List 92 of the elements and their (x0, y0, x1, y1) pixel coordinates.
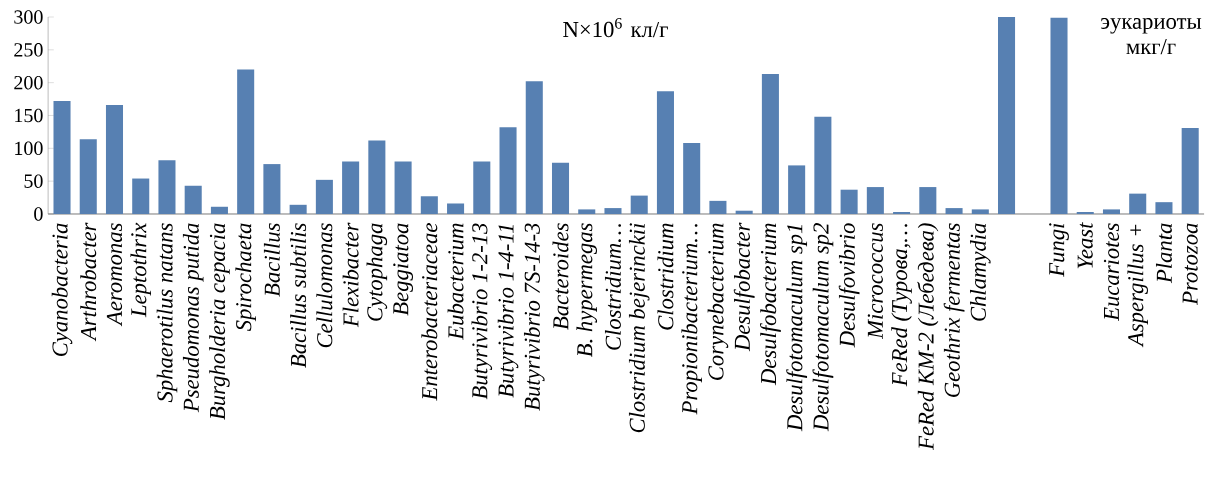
x-tick-label: Planta (1155, 223, 1172, 284)
bar (79, 139, 97, 214)
x-tick-label: Desulfotomaculum sp1 (786, 225, 808, 432)
x-tick-label: Cyanobacteria (51, 223, 73, 357)
x-tick-label: Eucariotes (1103, 223, 1120, 322)
y-tick-label: 250 (14, 43, 43, 57)
bar (237, 69, 255, 214)
x-tick-label: Burgholderia cepacia (209, 223, 230, 420)
bar (1129, 193, 1147, 214)
bar (866, 187, 884, 214)
bar (551, 162, 570, 214)
y-tick-label: 50 (24, 174, 43, 188)
bar (499, 127, 517, 214)
bar (919, 187, 937, 214)
x-tick-label: Micrococcus (867, 223, 883, 340)
bar (761, 74, 779, 214)
x-tick-label: Corynebacterium (707, 223, 729, 380)
x-tick-label: Pseudomonas putida (182, 223, 204, 413)
bar (578, 209, 596, 214)
bar (289, 204, 307, 214)
x-tick-label: Propionibacterium… (681, 224, 702, 415)
bar (735, 210, 753, 214)
bar (1181, 127, 1199, 214)
x-tick-label: Butyrivibrio 1-4-11 (497, 225, 519, 398)
bar (998, 17, 1016, 214)
x-tick-label: Beggiatoa (393, 223, 414, 316)
x-tick-label: Enterobacteriaceae (421, 223, 438, 401)
bar (394, 161, 412, 214)
bar (945, 208, 963, 214)
bar (656, 91, 674, 214)
bar (105, 104, 124, 214)
x-tick-label: Cytophaga (366, 223, 388, 321)
bar (263, 164, 281, 214)
x-tick-label: Chlamydia (969, 223, 991, 321)
bar (683, 143, 701, 214)
bar (971, 209, 989, 214)
y-tick-label: 100 (15, 141, 43, 156)
bar (525, 81, 543, 214)
x-tick-label: Sphaerotilus natans (156, 223, 178, 403)
x-tick-label: Desulfobacterium (760, 223, 781, 386)
x-tick-label: Spirochaeta (235, 223, 256, 332)
x-tick-label: Butyrivibrio 1-2-13 (471, 223, 493, 400)
bar (342, 161, 360, 214)
x-tick-label: Aeromonas (106, 223, 123, 327)
x-tick-label: Desulfobacter (733, 222, 755, 352)
bar (709, 200, 727, 214)
x-tick-label: Yeast (1077, 222, 1093, 269)
x-tick-label: Leptothrix (130, 222, 152, 318)
y-tick-label: 300 (14, 10, 43, 24)
x-tick-label: Cellulomonas (316, 223, 333, 348)
x-tick-label: Bacillus subtilis (290, 223, 307, 368)
y-tick-label: 150 (15, 108, 43, 123)
x-tick-label: Fungi (1049, 223, 1069, 277)
bar (158, 160, 176, 214)
bar (630, 195, 648, 214)
x-tick-label: Desulfotomaculum sp2 (812, 223, 834, 432)
x-tick-label: Protozoa (1182, 223, 1198, 306)
y-tick-label: 0 (34, 207, 43, 221)
x-tick-label: Flexibacter (342, 222, 359, 328)
bar (1102, 209, 1120, 214)
bar (1050, 17, 1068, 214)
bar (368, 140, 386, 214)
x-tick-label: Clostridium… (604, 224, 621, 350)
x-tick-label: FeRed KM-2 (Лебедева) (917, 223, 939, 451)
bar (53, 101, 71, 214)
x-tick-label: Clostridium bejerinckii (628, 223, 650, 433)
bar (1155, 202, 1173, 214)
bar (840, 189, 858, 214)
x-tick-label: Bacillus (263, 223, 280, 297)
x-tick-label: Arthrobacter (80, 222, 97, 342)
bar (473, 161, 491, 214)
bar (788, 165, 806, 214)
x-tick-label: Butyrivibrio 7S-14-3 (523, 223, 545, 411)
bar (420, 196, 438, 214)
x-tick-label: FeRed (Турова,… (891, 224, 912, 387)
x-tick-label: Bacteroides (552, 223, 569, 330)
bar (604, 208, 622, 214)
bar (210, 206, 228, 214)
annotation: N×10$^{6}$ кл/г (563, 18, 668, 38)
x-tick-label: Desulfovibrio (838, 223, 860, 348)
bar (315, 179, 333, 214)
x-tick-label: B. hypermegas (576, 223, 598, 358)
bar (447, 203, 465, 214)
bar (814, 116, 832, 214)
bar (184, 185, 202, 214)
y-tick-label: 200 (14, 75, 43, 90)
x-tick-label: Aspergillus + (1127, 224, 1148, 348)
bar (132, 178, 150, 214)
x-tick-label: Clostridium (657, 223, 674, 330)
x-tick-label: Geothrix fermentas (943, 223, 965, 397)
x-tick-label: Eubacterium (447, 223, 464, 340)
annotation: эукариоты мкг/г (1101, 18, 1202, 55)
